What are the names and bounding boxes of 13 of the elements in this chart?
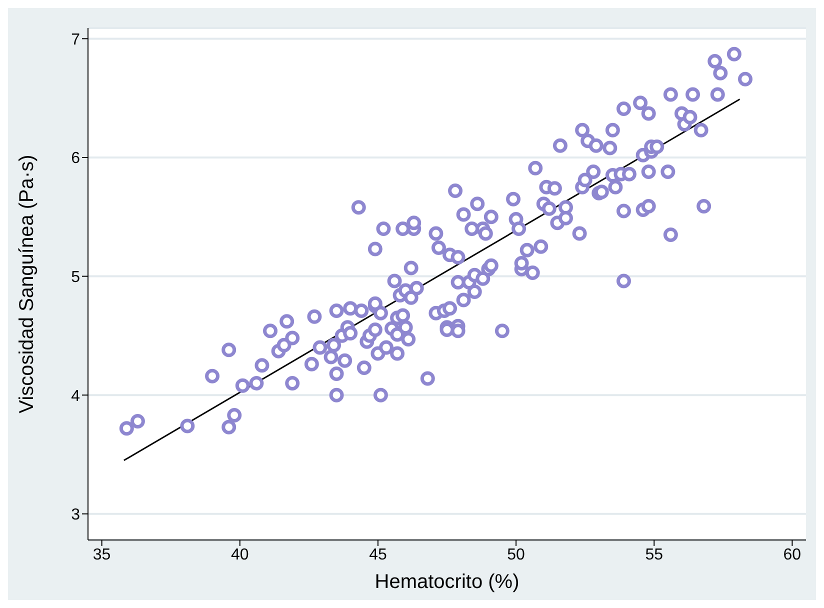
x-tick-label: 35	[92, 546, 111, 564]
y-tick-label: 4	[71, 388, 80, 405]
y-tick-label: 7	[71, 31, 80, 48]
x-tick-label: 55	[645, 546, 664, 564]
x-axis-title: Hematocrito (%)	[374, 571, 520, 593]
x-tick-label: 50	[507, 546, 526, 564]
x-tick-label: 45	[369, 546, 387, 564]
x-tick-label: 40	[230, 546, 249, 564]
y-tick-label: 6	[71, 150, 80, 168]
y-axis-title: Viscosidad Sanguínea (Pa·s)	[16, 154, 38, 414]
y-tick-label: 5	[71, 268, 80, 286]
x-tick-label: 60	[783, 546, 802, 564]
y-tick-label: 3	[71, 506, 80, 524]
